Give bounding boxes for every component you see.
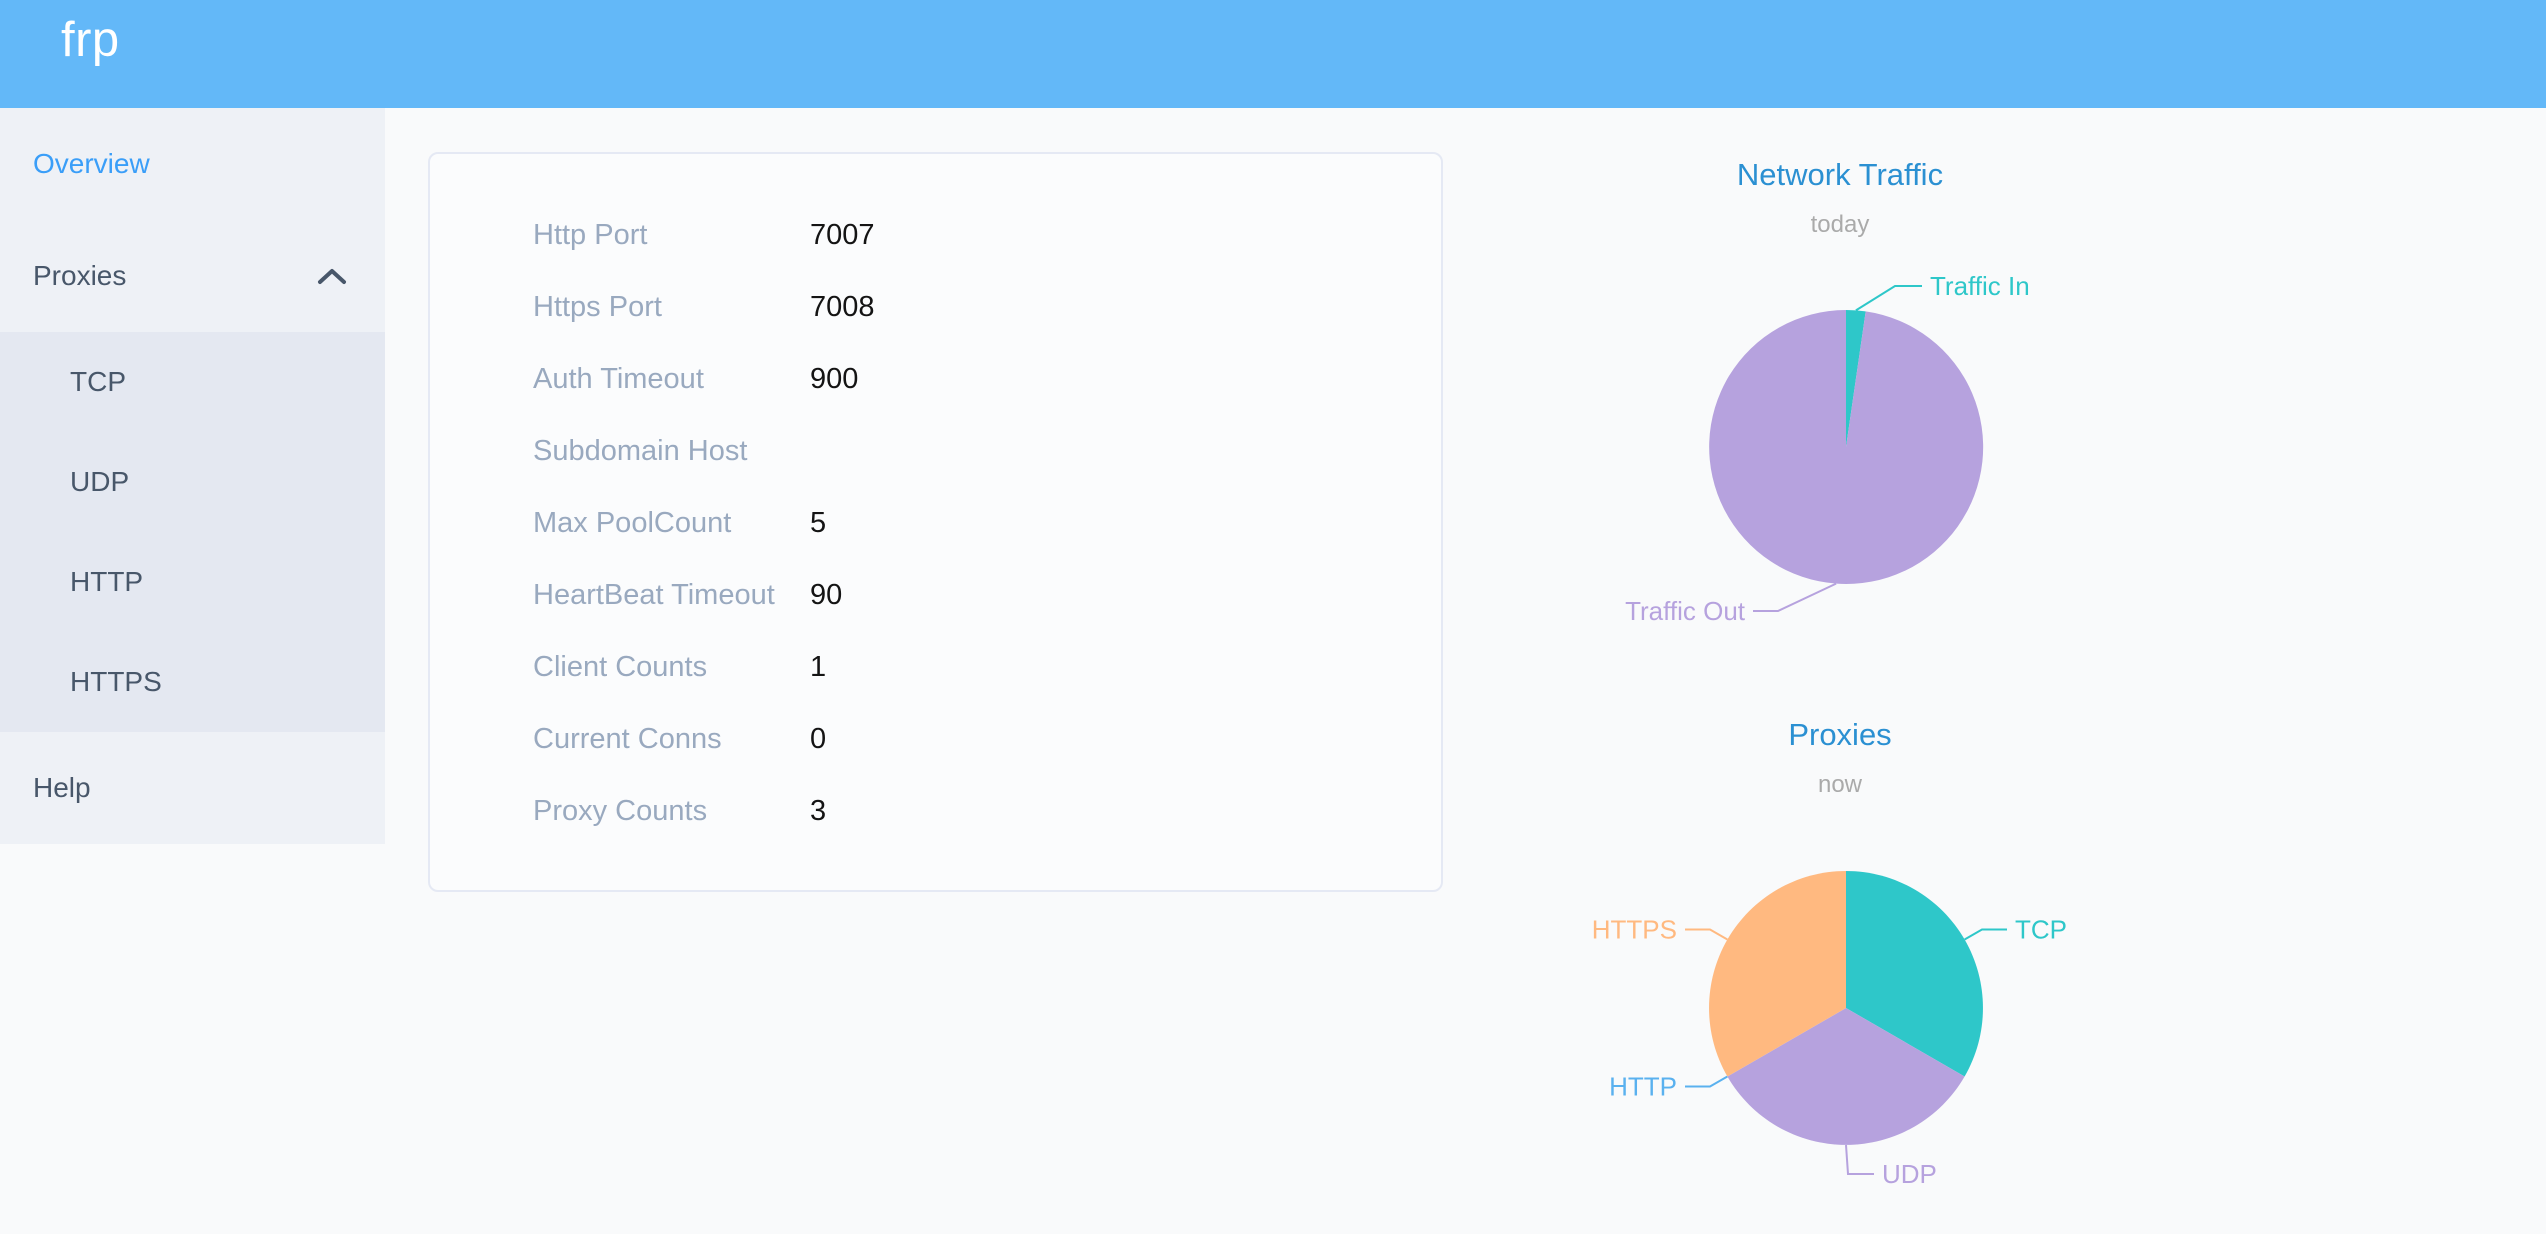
sidebar-item-overview[interactable]: Overview [0, 108, 385, 220]
proxies-title: Proxies [1788, 717, 1892, 752]
config-label: Http Port [533, 218, 648, 251]
config-label: Https Port [533, 290, 662, 323]
sidebar-item-help[interactable]: Help [0, 732, 385, 844]
pie-label-line-traffic-in [1855, 285, 1922, 312]
pie-label-traffic-in: Traffic In [1930, 271, 2030, 301]
pie-label-line-tcp [1964, 928, 2007, 941]
sidebar-subitem-udp[interactable]: UDP [0, 432, 385, 532]
network-traffic-subtitle: today [1810, 211, 1870, 238]
config-label: Current Conns [533, 722, 722, 755]
config-value: 900 [810, 362, 859, 395]
proxies-submenu: TCP UDP HTTP HTTPS [0, 332, 385, 732]
sidebar-item-label: Proxies [33, 260, 127, 291]
sidebar-subitem-http[interactable]: HTTP [0, 532, 385, 632]
network-traffic-pie-chart: Traffic In Traffic Out [1625, 271, 2030, 626]
pie-slice-https[interactable] [1709, 871, 1846, 1077]
config-label: Max PoolCount [533, 506, 732, 539]
app-header: frp [0, 0, 2546, 108]
sidebar-item-label: Help [33, 772, 91, 803]
table-row: Auth Timeout 900 [430, 343, 1441, 415]
pie-label-line-udp [1845, 1144, 1874, 1175]
pie-label-http: HTTP [1609, 1072, 1677, 1102]
pie-slice-udp[interactable] [1727, 1008, 1965, 1145]
pie-slice-traffic-out[interactable] [1709, 310, 1984, 584]
network-traffic-title: Network Traffic [1736, 157, 1944, 192]
table-row: Client Counts 1 [430, 631, 1441, 703]
pie-label-tcp: TCP [2015, 915, 2067, 945]
config-value: 0 [810, 722, 827, 755]
proxies-pie-chart: TCP UDP HTTP HTTPS [1592, 871, 2067, 1189]
pie-slice-tcp[interactable] [1846, 871, 1983, 1077]
sidebar-subitem-https[interactable]: HTTPS [0, 632, 385, 732]
config-value: 1 [810, 650, 827, 683]
sidebar-item-proxies[interactable]: Proxies [0, 220, 385, 332]
config-value: 5 [810, 506, 827, 539]
sidebar-subitem-label: UDP [70, 466, 130, 497]
table-row: Max PoolCount 5 [430, 487, 1441, 559]
frp-logo: frp [61, 13, 120, 67]
sidebar-subitem-label: HTTPS [70, 666, 162, 697]
config-label: Client Counts [533, 650, 708, 683]
sidebar-item-label: Overview [33, 148, 150, 179]
proxies-subtitle: now [1817, 771, 1863, 798]
chevron-up-icon [318, 269, 346, 284]
sidebar: Overview Proxies TCP UDP HTTP HTTPS Help [0, 108, 385, 844]
pie-label-line-https [1685, 928, 1728, 941]
pie-label-line-http [1685, 1075, 1728, 1088]
pie-label-line-traffic-out [1753, 582, 1837, 612]
config-label: HeartBeat Timeout [533, 578, 775, 611]
config-label: Proxy Counts [533, 794, 708, 827]
table-row: Https Port 7008 [430, 271, 1441, 343]
config-value: 3 [810, 794, 827, 827]
table-row: Subdomain Host [430, 415, 1441, 487]
config-label: Subdomain Host [533, 434, 748, 467]
table-row: Http Port 7007 [430, 199, 1441, 271]
config-value: 7008 [810, 290, 875, 323]
sidebar-subitem-label: HTTP [70, 566, 144, 597]
sidebar-subitem-label: TCP [70, 366, 126, 397]
sidebar-subitem-tcp[interactable]: TCP [0, 332, 385, 432]
table-row: Current Conns 0 [430, 703, 1441, 775]
pie-label-udp: UDP [1882, 1159, 1937, 1189]
config-value: 7007 [810, 218, 875, 251]
config-label: Auth Timeout [533, 362, 704, 395]
config-value: 90 [810, 578, 843, 611]
pie-slice-traffic-in[interactable] [1846, 309, 1866, 447]
pie-label-traffic-out: Traffic Out [1625, 596, 1746, 626]
pie-label-https: HTTPS [1592, 915, 1677, 945]
table-row: Proxy Counts 3 [430, 775, 1441, 847]
table-row: HeartBeat Timeout 90 [430, 559, 1441, 631]
overview-card: Http Port 7007 Https Port 7008 Auth Timeout 9… [428, 152, 1443, 892]
